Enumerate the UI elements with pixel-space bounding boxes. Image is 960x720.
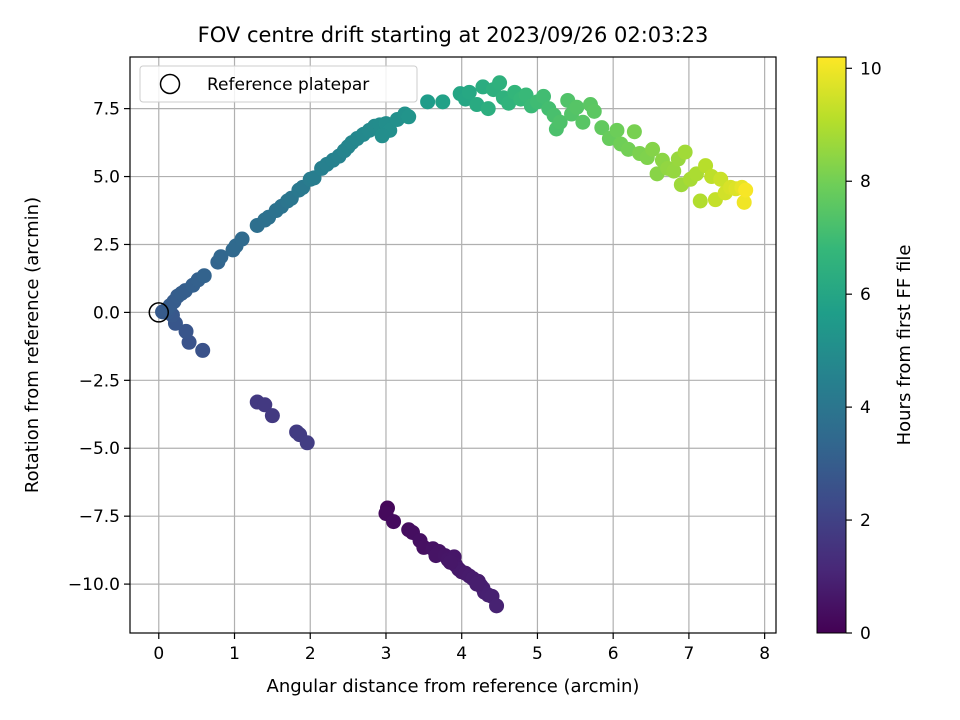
y-tick-label: −2.5 (79, 371, 120, 391)
scatter-point (195, 342, 211, 358)
scatter-point (586, 103, 602, 119)
scatter-point (692, 193, 708, 209)
scatter-point (645, 141, 661, 157)
x-tick-label: 0 (153, 644, 164, 664)
colorbar-tick-label: 2 (860, 511, 871, 531)
scatter-point (575, 114, 591, 130)
data-points (155, 75, 754, 614)
colorbar-tick-label: 4 (860, 398, 871, 418)
y-tick-label: 2.5 (93, 235, 120, 255)
colorbar-tick-label: 10 (860, 59, 882, 79)
y-tick-label: 0.0 (93, 303, 120, 323)
x-axis-ticks: 0 1 2 3 4 5 6 7 8 (153, 633, 770, 664)
scatter-point (489, 598, 505, 614)
x-tick-label: 3 (381, 644, 392, 664)
x-tick-label: 7 (683, 644, 694, 664)
y-tick-label: −10.0 (68, 575, 120, 595)
scatter-point (626, 124, 642, 140)
grid-lines (130, 57, 776, 633)
colorbar-tick-label: 6 (860, 285, 871, 305)
x-tick-label: 6 (608, 644, 619, 664)
colorbar (816, 56, 847, 634)
scatter-point (386, 514, 402, 530)
scatter-point (299, 435, 315, 451)
x-tick-label: 5 (532, 644, 543, 664)
x-tick-label: 2 (305, 644, 316, 664)
colorbar-tick-label: 0 (860, 624, 871, 644)
reference-platepar-marker (148, 302, 170, 323)
scatter-point (469, 576, 485, 592)
colorbar-ticks: 0 2 4 6 8 10 (846, 59, 882, 644)
y-axis-ticks: −10.0 −7.5 −5.0 −2.5 0.0 2.5 5.0 7.5 (68, 100, 130, 595)
x-axis-label: Angular distance from reference (arcmin) (267, 676, 640, 697)
legend: Reference platepar (139, 65, 418, 103)
scatter-point (492, 75, 508, 91)
scatter-point (374, 128, 390, 144)
scatter-point (461, 84, 477, 100)
x-tick-label: 1 (229, 644, 240, 664)
scatter-point (736, 194, 752, 210)
scatter-point (420, 94, 436, 110)
scatter-point (569, 99, 585, 115)
y-tick-label: 7.5 (93, 100, 120, 120)
colorbar-tick-label: 8 (860, 172, 871, 192)
x-tick-label: 8 (759, 644, 770, 664)
scatter-point (536, 88, 552, 104)
scatter-point (609, 122, 625, 138)
legend-label: Reference platepar (207, 75, 369, 95)
scatter-point (620, 141, 636, 157)
scatter-point (401, 109, 417, 125)
scatter-point (677, 144, 693, 160)
chart-title: FOV centre drift starting at 2023/09/26 … (198, 23, 709, 47)
scatter-point (442, 554, 458, 570)
legend-box (139, 65, 418, 103)
legend-marker-icon (159, 73, 181, 95)
scatter-point (213, 249, 229, 265)
colorbar-label: Hours from first FF file (894, 245, 915, 446)
scatter-point (738, 182, 754, 198)
y-axis-label: Rotation from reference (arcmin) (22, 197, 43, 493)
scatter-point (594, 120, 610, 136)
scatter-point (196, 268, 212, 284)
axes-frame (129, 56, 777, 634)
y-tick-label: 5.0 (93, 168, 120, 188)
scatter-point (480, 101, 496, 117)
scatter-point (469, 97, 485, 113)
scatter-point (713, 171, 729, 187)
scatter-point (435, 94, 451, 110)
scatter-point (234, 231, 250, 247)
x-tick-label: 4 (456, 644, 467, 664)
scatter-point (178, 323, 194, 339)
scatter-point (552, 114, 568, 130)
reference-marker (148, 302, 170, 323)
y-tick-label: −7.5 (79, 507, 120, 527)
y-tick-label: −5.0 (79, 439, 120, 459)
scatter-point (264, 408, 280, 424)
scatter-point (666, 163, 682, 179)
scatter-point (257, 397, 273, 413)
